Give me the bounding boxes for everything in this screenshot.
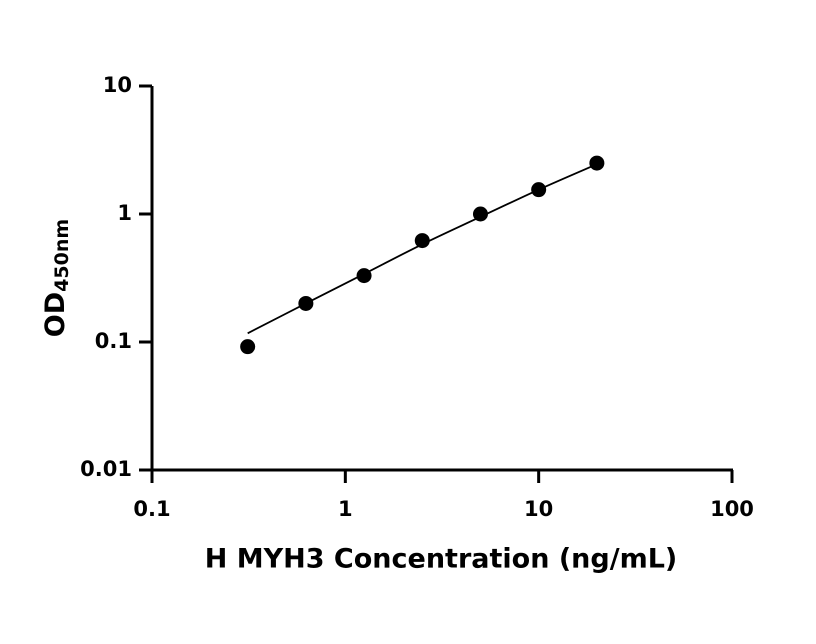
x-tick-label: 100 [710,497,754,521]
y-axis-title: OD450nm [40,219,73,337]
y-axis-title-main: OD [40,292,71,337]
x-tick-label: 10 [524,497,553,521]
x-tick-label: 1 [338,497,353,521]
y-tick-label: 0.01 [80,457,132,481]
data-point [472,206,488,222]
data-point [298,295,314,311]
data-point [356,268,372,284]
y-tick-label: 1 [117,201,132,225]
data-point [531,182,547,198]
data-point [589,155,605,171]
x-axis-title: H MYH3 Concentration (ng/mL) [205,544,678,575]
x-tick-label: 0.1 [133,497,170,521]
y-tick-label: 0.1 [95,329,132,353]
data-point [414,233,430,249]
y-tick-label: 10 [103,73,132,97]
data-point [240,339,256,355]
y-axis-title-subscript: 450nm [51,219,73,292]
